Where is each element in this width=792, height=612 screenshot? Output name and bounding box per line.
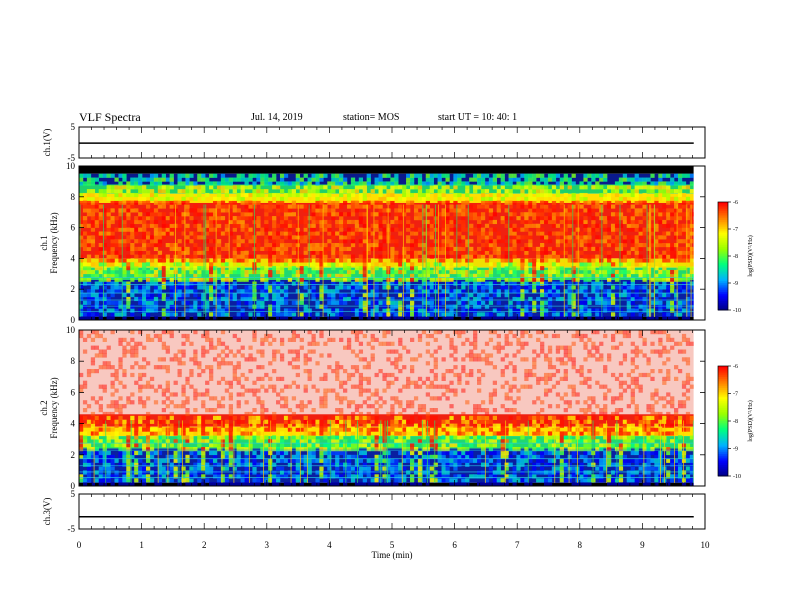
ch1_spectrogram-ytick-label: 6 [71,223,76,233]
ch1_spectrogram-heatmap [79,166,705,321]
x-tick-label: 5 [390,540,395,550]
ch2-colorbar-tick-label: -10 [733,474,741,480]
ch1-colorbar-tick-label: -7 [733,227,738,233]
ch1-colorbar-label: log(PSD)(V²/Hz) [747,235,754,276]
plot-title: VLF Spectra [79,110,141,124]
ch1_voltage-ytick-label: 5 [71,122,76,132]
x-tick-label: 0 [77,540,82,550]
ch3_voltage-ytick-label: 5 [71,489,76,499]
ch1_spectrogram-ytick-label: 0 [71,315,76,325]
ch2_spectrogram-ytick-label: 4 [71,419,76,429]
ch2_spectrogram-ytick-label: 8 [71,356,76,366]
station-label: station= MOS [343,112,400,123]
ch2-colorbar-tick-label: -8 [733,419,738,425]
ch1_spectrogram-ylabel: Frequency (kHz) [49,212,59,273]
ch1_spectrogram-ytick-label: 4 [71,253,76,263]
ch1_spectrogram-ylabel: ch.1 [39,235,49,250]
ch1_voltage-ytick-label: -5 [68,153,76,163]
ch2_spectrogram-ytick-label: 0 [71,481,76,491]
x-tick-label: 2 [202,540,207,550]
ch3_voltage-ytick-label: -5 [68,524,76,534]
ch1_voltage-ylabel: ch.1(V) [42,129,52,157]
ch2-colorbar-tick-label: -7 [733,392,738,398]
ch1_spectrogram-ytick-label: 2 [71,284,76,294]
x-tick-label: 3 [265,540,270,550]
x-tick-label: 1 [139,540,144,550]
ch2_spectrogram-ylabel: ch.2 [39,400,49,415]
date-label: Jul. 14, 2019 [251,112,303,123]
ch2_spectrogram-ytick-label: 2 [71,450,76,460]
ch2_spectrogram-ylabel: Frequency (kHz) [49,377,59,438]
start-time-label: start UT = 10: 40: 1 [438,112,518,123]
x-tick-label: 6 [452,540,457,550]
ch2-colorbar-tick-label: -6 [733,364,738,370]
ch2_spectrogram-ytick-label: 10 [66,325,76,335]
x-tick-label: 7 [515,540,520,550]
ch1_spectrogram-ytick-label: 10 [66,161,76,171]
ch3_voltage-ylabel: ch.3(V) [42,498,52,526]
ch1-colorbar-tick-label: -10 [733,308,741,314]
ch2_spectrogram-heatmap [79,330,705,487]
ch2-colorbar-label: log(PSD)(V²/Hz) [747,400,754,441]
ch2-colorbar-tick-label: -9 [733,447,738,453]
x-tick-label: 8 [578,540,583,550]
ch1_spectrogram-ytick-label: 8 [71,192,76,202]
x-tick-label: 9 [640,540,645,550]
x-tick-label: 4 [327,540,332,550]
ch1-colorbar-tick-label: -9 [733,281,738,287]
x-tick-label: 10 [701,540,711,550]
ch1-colorbar-tick-label: -6 [733,200,738,206]
x-axis-label: Time (min) [372,550,413,560]
ch2_spectrogram-ytick-label: 6 [71,387,76,397]
ch1-colorbar-tick-label: -8 [733,254,738,260]
